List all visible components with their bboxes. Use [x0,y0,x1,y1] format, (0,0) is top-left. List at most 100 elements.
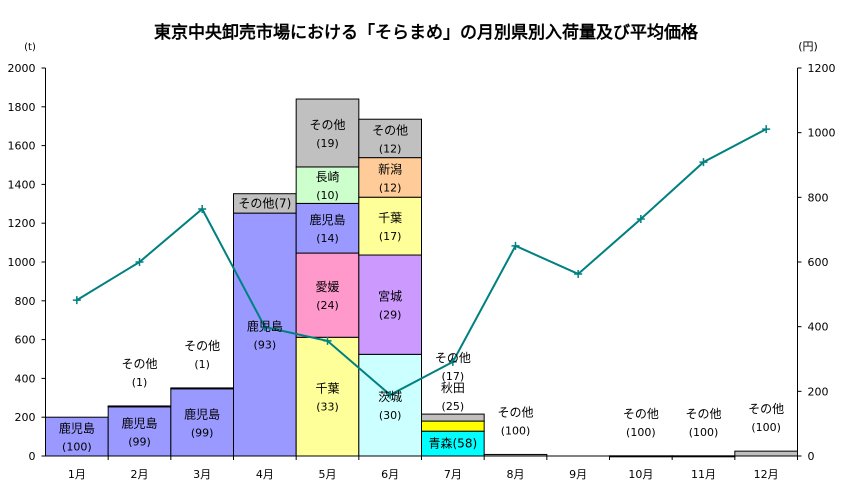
price-marker [511,241,520,250]
x-tick-label: 1月 [68,468,86,481]
bar-label-share: (17) [442,370,465,383]
bar-segment [295,202,360,254]
bar-label-name: 茨城 [378,390,402,404]
bar-segment [170,388,234,457]
left-tick-label: 2000 [8,62,36,75]
bar-segment [734,450,798,457]
x-tick-label: 4月 [256,468,274,481]
bar-segment [170,387,234,390]
bar-label-name: その他 [435,351,471,365]
bar-label-share: (12) [379,181,402,194]
price-marker [386,390,395,399]
price-marker [636,214,645,223]
x-tick-label: 2月 [131,468,149,481]
bar-segment [233,212,297,457]
bar-label-name: 宮城 [378,289,402,304]
left-tick-label: 0 [29,450,36,463]
bar-label-share: (1) [194,358,210,371]
bar-segment [421,413,485,422]
price-marker [448,357,457,366]
bar-segment [107,405,172,408]
bar-label-share: (29) [379,309,402,322]
left-tick-label: 1400 [8,178,36,191]
bar-label-name: その他 [121,357,157,371]
bar-label-share: (24) [316,299,339,312]
left-tick-label: 1800 [8,101,36,114]
x-tick-label: 6月 [381,468,399,481]
right-tick-label: 1200 [808,62,836,75]
bar-label-name: 長崎 [315,170,339,184]
bar-label-name: 鹿児島 [184,406,220,421]
price-marker [762,125,771,134]
x-tick-label: 8月 [507,468,525,481]
right-axis-unit: (円) [798,40,818,53]
x-tick-label: 9月 [569,468,587,481]
bar-label-share: (33) [316,401,339,414]
bar-label-name: 鹿児島 [59,421,95,436]
bar-segment [295,252,360,338]
bar-label-share: (1) [132,376,148,389]
bar-segment [358,118,423,159]
x-tick-label: 11月 [691,468,716,481]
bar-label-name: その他 [309,118,345,132]
right-tick-label: 1000 [808,127,836,140]
left-tick-label: 800 [15,295,36,308]
x-tick-label: 5月 [319,468,337,481]
bar-label-name: その他 [623,407,659,421]
bar-segment [358,353,423,457]
bar-label-name: 新潟 [378,161,402,176]
price-marker [198,204,207,213]
bar-segment [295,98,360,168]
price-marker [135,258,144,266]
bar-segment [421,420,485,432]
bar-label-name: その他 [184,339,220,353]
bar-label-name: その他 [372,123,408,137]
left-tick-label: 600 [15,334,36,347]
bar-label-name: 鹿児島 [309,212,345,227]
price-marker [574,269,583,278]
bar-label-share: (100) [626,426,656,439]
bar-label-share: (19) [316,137,339,150]
bar-label-name: 鹿児島 [247,319,283,334]
bar-label-share: (93) [254,339,277,352]
bar-segment [45,416,109,457]
bar-segment [358,196,423,256]
x-tick-label: 7月 [444,468,462,481]
bar-label-name: 愛媛 [315,280,339,294]
bar-label-name: その他 [685,407,721,421]
left-tick-label: 1600 [8,140,36,153]
bar-label-name: 青森(58) [429,436,478,451]
bar-label-name: その他 [497,405,533,419]
bar-label-share: (100) [751,421,781,434]
bar-label-share: (99) [128,435,151,448]
bar-label-share: (100) [62,441,92,454]
x-tick-label: 10月 [628,468,653,481]
left-tick-label: 200 [15,411,36,424]
bar-label-name: その他(7) [238,196,291,210]
bar-segment [358,157,423,198]
chart-title: 東京中央卸売市場における「そらまめ」の月別県別入荷量及び平均価格 [154,22,699,43]
bar-label-name: 秋田 [441,381,465,395]
right-tick-label: 200 [808,385,829,398]
bar-label-name: 千葉 [315,382,339,396]
bar-segment [295,336,360,457]
bar-label-share: (100) [501,424,531,437]
right-tick-label: 0 [808,450,815,463]
right-tick-label: 600 [808,256,829,269]
price-line [76,128,767,397]
left-tick-label: 1200 [8,217,36,230]
bar-label-share: (99) [191,426,214,439]
bar-segment [358,254,423,355]
bar-label-name: その他 [748,402,784,416]
bar-label-share: (12) [379,142,402,155]
right-tick-label: 400 [808,321,829,334]
bar-segment [107,406,172,457]
bar-label-share: (25) [442,400,465,413]
right-tick-label: 800 [808,191,829,204]
bar-label-share: (30) [379,409,402,422]
left-tick-label: 1000 [8,256,36,269]
x-tick-label: 3月 [193,468,211,481]
left-tick-label: 400 [15,372,36,385]
